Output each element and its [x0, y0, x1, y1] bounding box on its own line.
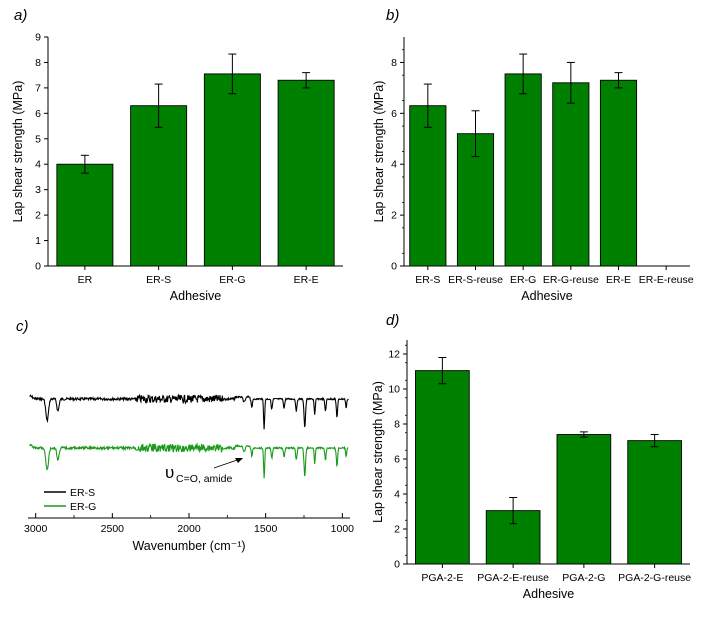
y-tick-label: 8: [394, 419, 400, 431]
bar: [130, 105, 188, 267]
bar: [599, 79, 638, 267]
panel-b: b): [386, 7, 399, 24]
x-tick-label: PGA-2-E: [421, 572, 463, 584]
panel-a-label: a): [14, 7, 27, 24]
y-tick-label: 0: [35, 261, 41, 273]
bar-chart-0: 0 1 2 3 4 5 6 7 8 9 ER ER-S ER-G ER-E Adhesive Lap shea…: [11, 32, 343, 303]
y-tick-label: 9: [35, 32, 41, 44]
bar: [504, 73, 542, 267]
y-tick-label: 8: [35, 57, 41, 69]
spectrum-er-s: [29, 393, 349, 430]
x-tick-label: PGA-2-G-reuse: [618, 572, 691, 584]
y-tick-label: 1: [35, 235, 41, 247]
x-tick-label: 2000: [177, 523, 201, 535]
x-tick-label: 1500: [254, 523, 278, 535]
y-tick-label: 7: [35, 82, 41, 94]
bar: [277, 79, 335, 267]
y-tick-label: 10: [388, 384, 400, 396]
bar: [627, 440, 682, 565]
x-tick-label: ER-S: [415, 274, 440, 286]
x-tick-label: ER-E: [606, 274, 631, 286]
y-tick-label: 8: [391, 57, 397, 69]
y-tick-label: 3: [35, 184, 41, 196]
y-tick-label: 4: [391, 159, 397, 171]
bar: [56, 163, 114, 267]
x-tick-label: ER-E: [294, 274, 319, 286]
panel-d: d): [386, 312, 399, 329]
x-tick-label: PGA-2-G: [562, 572, 605, 584]
y-tick-label: 6: [391, 108, 397, 120]
y-tick-label: 6: [35, 108, 41, 120]
amide-annotation: υ C=O, amide: [165, 458, 243, 485]
panel-d-label: d): [386, 312, 399, 329]
panel-c-label: c): [16, 318, 29, 335]
y-axis-title: Lap shear strength (MPa): [371, 381, 385, 523]
panel-a: a): [14, 7, 27, 24]
y-axis-title: Lap shear strength (MPa): [372, 81, 386, 223]
bar: [203, 73, 261, 267]
x-axis-title: Adhesive: [523, 587, 574, 601]
y-tick-label: 4: [35, 159, 41, 171]
x-tick-label: 3000: [24, 523, 48, 535]
spectrum-legend: ER-S ER-G: [44, 487, 96, 513]
x-tick-label: ER-E-reuse: [639, 274, 694, 286]
x-tick-label: 1000: [331, 523, 355, 535]
spectrum-chart: 3000 2500 2000 1500 1000 Wavenumber (cm⁻¹): [24, 393, 355, 553]
annotation-subscript: C=O, amide: [176, 473, 232, 485]
bar: [415, 370, 470, 565]
spectrum-er-g: [29, 442, 349, 479]
bar-chart-3: 0 2 4 6 8 10 12 PGA-2-E PGA-2-E-reuse PGA-2-G PGA-…: [371, 340, 691, 601]
y-tick-label: 2: [391, 210, 397, 222]
y-tick-label: 6: [394, 454, 400, 466]
x-tick-label: ER-S-reuse: [448, 274, 503, 286]
x-axis-title: Adhesive: [521, 289, 572, 303]
x-axis-title: Adhesive: [170, 289, 221, 303]
bar: [552, 82, 590, 267]
x-tick-label: ER-G-reuse: [543, 274, 599, 286]
annotation-arrow: [213, 458, 241, 469]
panel-c: c) ER-S ER-G υ C=O, amide: [16, 318, 243, 513]
legend-label-er-s: ER-S: [70, 487, 95, 499]
y-tick-label: 0: [391, 261, 397, 273]
x-tick-label: ER-G: [510, 274, 536, 286]
y-tick-label: 5: [35, 133, 41, 145]
x-tick-label: 2500: [101, 523, 125, 535]
bar-chart-1: 0 2 4 6 8 ER-S ER-S-reuse ER-G ER-G-reuse ER-E ER-…: [372, 37, 694, 303]
y-axis-title: Lap shear strength (MPa): [11, 81, 25, 223]
y-tick-label: 0: [394, 559, 400, 571]
bar: [409, 105, 447, 267]
y-tick-label: 2: [35, 210, 41, 222]
annotation-symbol: υ: [165, 463, 174, 482]
x-tick-label: ER-G: [219, 274, 245, 286]
x-axis-title: Wavenumber (cm⁻¹): [132, 539, 245, 553]
legend-label-er-g: ER-G: [70, 501, 96, 513]
x-tick-label: PGA-2-E-reuse: [477, 572, 549, 584]
annotation-arrowhead: [235, 458, 243, 463]
x-tick-label: ER-S: [146, 274, 171, 286]
x-tick-label: ER: [78, 274, 93, 286]
bar: [556, 434, 612, 565]
y-tick-label: 12: [388, 349, 400, 361]
y-tick-label: 2: [394, 524, 400, 536]
panel-b-label: b): [386, 7, 399, 24]
y-tick-label: 4: [394, 489, 400, 501]
